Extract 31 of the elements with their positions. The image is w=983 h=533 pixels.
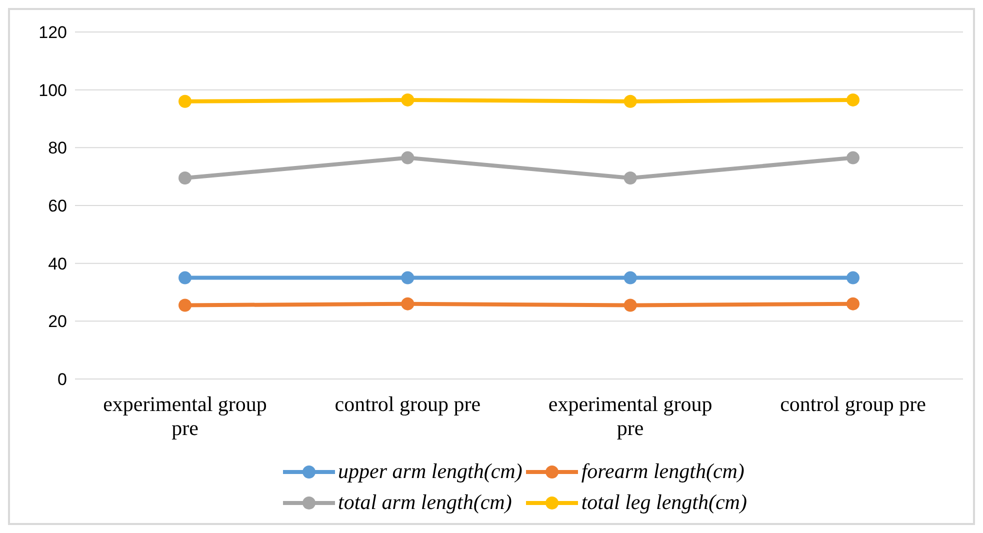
legend-label: total arm length(cm) [338, 490, 512, 515]
legend-label: upper arm length(cm) [338, 459, 522, 484]
legend-label: total leg length(cm) [581, 490, 747, 515]
point [846, 297, 860, 310]
point [401, 93, 414, 106]
point [178, 271, 192, 284]
legend-label: forearm length(cm) [581, 459, 744, 484]
point [178, 94, 192, 108]
x-tick-label: control group pre [334, 392, 481, 416]
point [624, 271, 637, 284]
point [624, 172, 637, 185]
point [846, 271, 860, 284]
point [178, 298, 192, 312]
point [624, 298, 637, 312]
point [401, 297, 414, 310]
x-tick-label: experimental group pre [548, 392, 712, 440]
point [178, 172, 192, 185]
point [846, 151, 860, 164]
x-tick-label: experimental group pre [103, 392, 267, 440]
x-tick-label: control group pre [780, 392, 926, 416]
point [401, 271, 414, 284]
y-tick-label: 20 [48, 312, 67, 332]
y-tick-label: 40 [48, 254, 67, 274]
y-tick-label: 0 [58, 370, 67, 390]
point [401, 151, 414, 164]
point [846, 93, 860, 106]
y-tick-label: 120 [38, 23, 67, 42]
point [624, 94, 637, 108]
y-tick-label: 80 [48, 138, 67, 158]
y-tick-label: 60 [48, 196, 67, 216]
y-tick-label: 100 [38, 80, 67, 100]
